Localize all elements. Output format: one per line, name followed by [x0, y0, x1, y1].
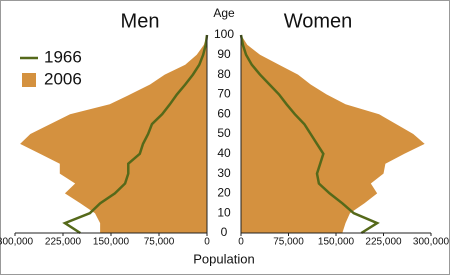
legend-label: 2006: [44, 69, 82, 88]
y-tick-label: 60: [217, 106, 231, 120]
x-tick-label: 150,000: [318, 237, 355, 248]
y-tick-label: 0: [221, 225, 228, 239]
x-tick-label: 75,000: [273, 237, 304, 248]
left-title: Men: [121, 10, 160, 32]
x-tick-label: 75,000: [144, 237, 175, 248]
x-tick-label: 225,000: [365, 237, 402, 248]
x-tick-label: 300,000: [413, 237, 450, 248]
y-tick-label: 70: [217, 87, 231, 101]
population-area: [20, 35, 208, 233]
y-tick-label: 10: [217, 205, 231, 219]
y-tick-label: 80: [217, 67, 231, 81]
x-tick-label: 225,000: [45, 237, 82, 248]
legend-swatch: [22, 73, 36, 87]
y-tick-label: 100: [214, 27, 234, 41]
y-axis-label: Age: [213, 6, 235, 20]
population-line: [239, 34, 380, 235]
x-tick-label: 300,000: [0, 237, 34, 248]
x-tick-label: 0: [238, 237, 244, 248]
x-tick-label: 0: [204, 237, 210, 248]
population-area: [241, 35, 425, 233]
x-tick-label: 150,000: [93, 237, 130, 248]
x-axis-label: Population: [193, 251, 254, 266]
right-title: Women: [284, 10, 353, 32]
y-tick-label: 50: [217, 126, 231, 140]
y-tick-label: 30: [217, 166, 231, 180]
y-tick-label: 20: [217, 186, 231, 200]
population-line: [62, 34, 209, 235]
legend-label: 1966: [44, 47, 82, 66]
y-tick-label: 40: [217, 146, 231, 160]
y-tick-label: 90: [217, 47, 231, 61]
